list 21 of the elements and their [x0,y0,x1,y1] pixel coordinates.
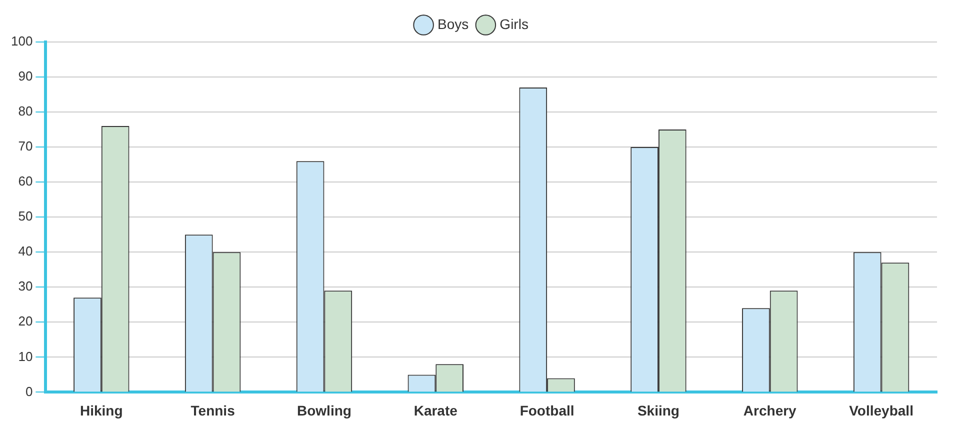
x-tick-label: Volleyball [849,402,914,418]
x-tick-label: Tennis [190,402,236,418]
legend-label: Girls [500,16,528,32]
legend-label: Boys [438,16,469,32]
x-tick-label: Archery [743,402,797,418]
y-tick-label: 60 [18,174,33,189]
x-tick-label: Bowling [297,402,352,418]
x-tick-label: Hiking [80,402,123,418]
x-tick-label: Karate [414,402,458,418]
y-tick-label: 30 [18,278,33,294]
x-tick-label: Football [520,402,574,418]
y-tick-label: 100 [10,34,33,49]
y-tick-label: 20 [18,314,33,329]
x-tick-label: Skiing [637,402,680,418]
y-tick-label: 40 [18,244,33,259]
y-tick-label: 90 [18,68,33,84]
y-tick-label: 50 [18,208,33,224]
y-tick-label: 80 [18,104,33,119]
y-tick-label: 10 [18,348,33,364]
y-tick-label: 0 [25,384,33,399]
y-tick-label: 70 [18,138,33,154]
